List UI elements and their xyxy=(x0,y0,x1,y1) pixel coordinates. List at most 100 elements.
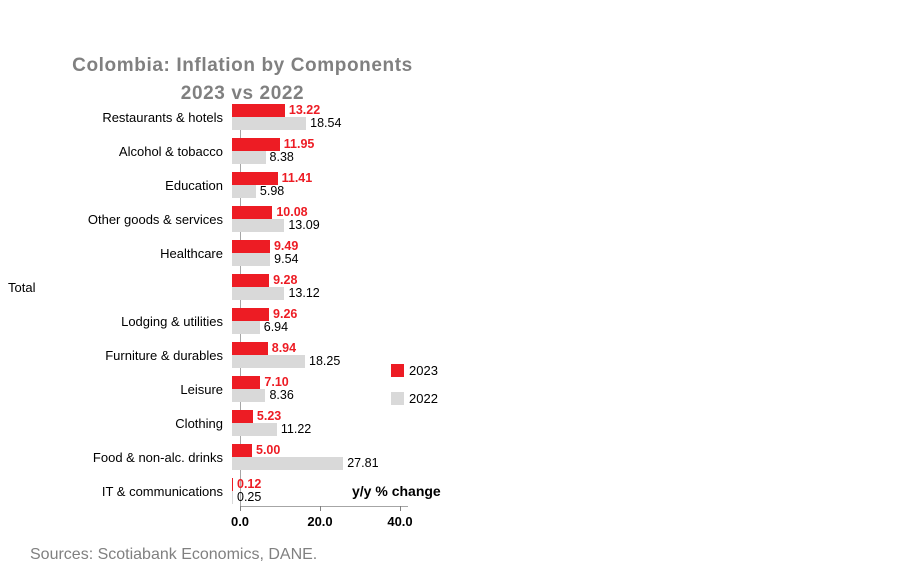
bar-2022 xyxy=(232,457,344,470)
bar-2023 xyxy=(232,104,285,117)
bar-line-2023: 9.28 xyxy=(232,274,320,287)
chart-row: Food & non-alc. drinks 5.00 27.81 xyxy=(0,444,379,470)
value-label-2022: 13.12 xyxy=(288,286,320,300)
value-label-2023: 11.95 xyxy=(283,137,315,151)
x-tick-label: 40.0 xyxy=(387,514,413,529)
bar-pair: 9.26 6.94 xyxy=(232,308,297,334)
value-label-2022: 9.54 xyxy=(274,252,299,266)
bar-2023 xyxy=(232,240,270,253)
bar-line-2023: 0.12 xyxy=(232,478,261,491)
value-label-2022: 11.22 xyxy=(280,422,312,436)
bar-2022 xyxy=(232,219,285,232)
bar-line-2023: 9.49 xyxy=(232,240,299,253)
x-axis-title: y/y % change xyxy=(352,483,441,499)
bar-line-2022: 18.54 xyxy=(232,117,341,130)
value-axis-line xyxy=(240,506,408,507)
value-label-2023: 9.28 xyxy=(273,273,298,287)
bar-line-2022: 18.25 xyxy=(232,355,340,368)
bar-2022 xyxy=(232,117,307,130)
bar-line-2022: 11.22 xyxy=(232,423,311,436)
bar-line-2023: 5.00 xyxy=(232,444,379,457)
chart-subtitle: 2023 vs 2022 xyxy=(180,83,305,104)
category-label: Other goods & services xyxy=(87,211,223,227)
bar-line-2022: 6.94 xyxy=(232,321,297,334)
bar-2023 xyxy=(232,138,280,151)
bar-2023 xyxy=(232,206,273,219)
bar-2022 xyxy=(232,151,266,164)
bar-pair: 13.22 18.54 xyxy=(232,104,341,130)
bar-2022 xyxy=(232,287,285,300)
value-label-2023: 11.41 xyxy=(281,171,313,185)
bar-pair: 11.41 5.98 xyxy=(232,172,312,198)
bar-line-2022: 0.25 xyxy=(232,491,261,504)
value-label-2022: 27.81 xyxy=(347,456,379,470)
chart-row: IT & communications 0.12 0.25 xyxy=(0,478,379,504)
value-label-2022: 0.25 xyxy=(237,490,262,504)
bar-pair: 8.94 18.25 xyxy=(232,342,340,368)
category-label: Lodging & utilities xyxy=(121,313,223,329)
value-label-2022: 13.09 xyxy=(288,218,320,232)
value-label-2022: 8.36 xyxy=(269,388,294,402)
value-label-2022: 18.25 xyxy=(309,354,341,368)
bar-2023 xyxy=(232,410,253,423)
category-label: Leisure xyxy=(180,381,223,397)
source-note: Sources: Scotiabank Economics, DANE. xyxy=(30,546,318,563)
category-label: Furniture & durables xyxy=(105,347,223,363)
bar-pair: 0.12 0.25 xyxy=(232,478,261,504)
chart-row: Leisure 7.10 8.36 xyxy=(0,376,379,402)
value-label-2022: 18.54 xyxy=(310,116,342,130)
bar-pair: 11.95 8.38 xyxy=(232,138,314,164)
bar-2022 xyxy=(232,355,305,368)
bar-line-2022: 5.98 xyxy=(232,185,312,198)
chart-row: Other goods & services 10.08 13.09 xyxy=(0,206,379,232)
value-label-2023: 8.94 xyxy=(271,341,297,355)
bar-line-2022: 8.36 xyxy=(232,389,294,402)
category-label: Clothing xyxy=(175,415,223,431)
value-label-2022: 8.38 xyxy=(269,150,294,164)
bar-2023 xyxy=(232,274,270,287)
chart-row: Alcohol & tobacco 11.95 8.38 xyxy=(0,138,379,164)
bar-line-2022: 8.38 xyxy=(232,151,314,164)
legend-swatch-2022 xyxy=(391,391,404,405)
bar-2023 xyxy=(232,444,252,457)
value-label-2023: 0.12 xyxy=(237,477,262,491)
value-label-2023: 13.22 xyxy=(288,103,321,117)
bar-2023 xyxy=(232,308,270,321)
value-label-2023: 10.08 xyxy=(276,205,308,219)
bar-2022 xyxy=(232,185,256,198)
bar-line-2023: 9.26 xyxy=(232,308,297,321)
chart-title: Colombia: Inflation by Components xyxy=(72,55,413,76)
category-label: Alcohol & tobacco xyxy=(118,143,223,159)
category-label: Education xyxy=(165,177,223,193)
bar-line-2023: 8.94 xyxy=(232,342,340,355)
bar-chart: Restaurants & hotels 13.22 18.54 Alcohol & … xyxy=(0,104,379,512)
bar-line-2023: 11.95 xyxy=(232,138,314,151)
bar-pair: 5.00 27.81 xyxy=(232,444,379,470)
chart-row: Total 9.28 13.12 xyxy=(0,274,379,300)
bar-2022 xyxy=(232,321,260,334)
bar-line-2023: 5.23 xyxy=(232,410,311,423)
bar-2023 xyxy=(232,342,268,355)
bar-pair: 7.10 8.36 xyxy=(232,376,294,402)
legend: 2023 2022 xyxy=(391,363,438,419)
x-tick-mark xyxy=(320,506,321,511)
chart-row: Education 11.41 5.98 xyxy=(0,172,379,198)
bar-line-2022: 27.81 xyxy=(232,457,379,470)
bar-line-2022: 9.54 xyxy=(232,253,299,266)
chart-row: Furniture & durables 8.94 18.25 xyxy=(0,342,379,368)
chart-row: Clothing 5.23 11.22 xyxy=(0,410,379,436)
bar-2022 xyxy=(232,253,271,266)
bar-line-2022: 13.12 xyxy=(232,287,320,300)
bar-2023 xyxy=(232,376,261,389)
x-tick-label: 0.0 xyxy=(230,514,250,529)
category-label: Healthcare xyxy=(160,245,223,261)
value-label-2023: 9.49 xyxy=(273,239,299,253)
value-label-2023: 9.26 xyxy=(273,307,298,321)
bar-pair: 9.28 13.12 xyxy=(232,274,320,300)
category-label: Restaurants & hotels xyxy=(102,109,223,125)
bar-line-2023: 10.08 xyxy=(232,206,320,219)
value-label-2022: 5.98 xyxy=(259,184,285,198)
bar-2023 xyxy=(232,478,233,491)
value-label-2022: 6.94 xyxy=(263,320,289,334)
